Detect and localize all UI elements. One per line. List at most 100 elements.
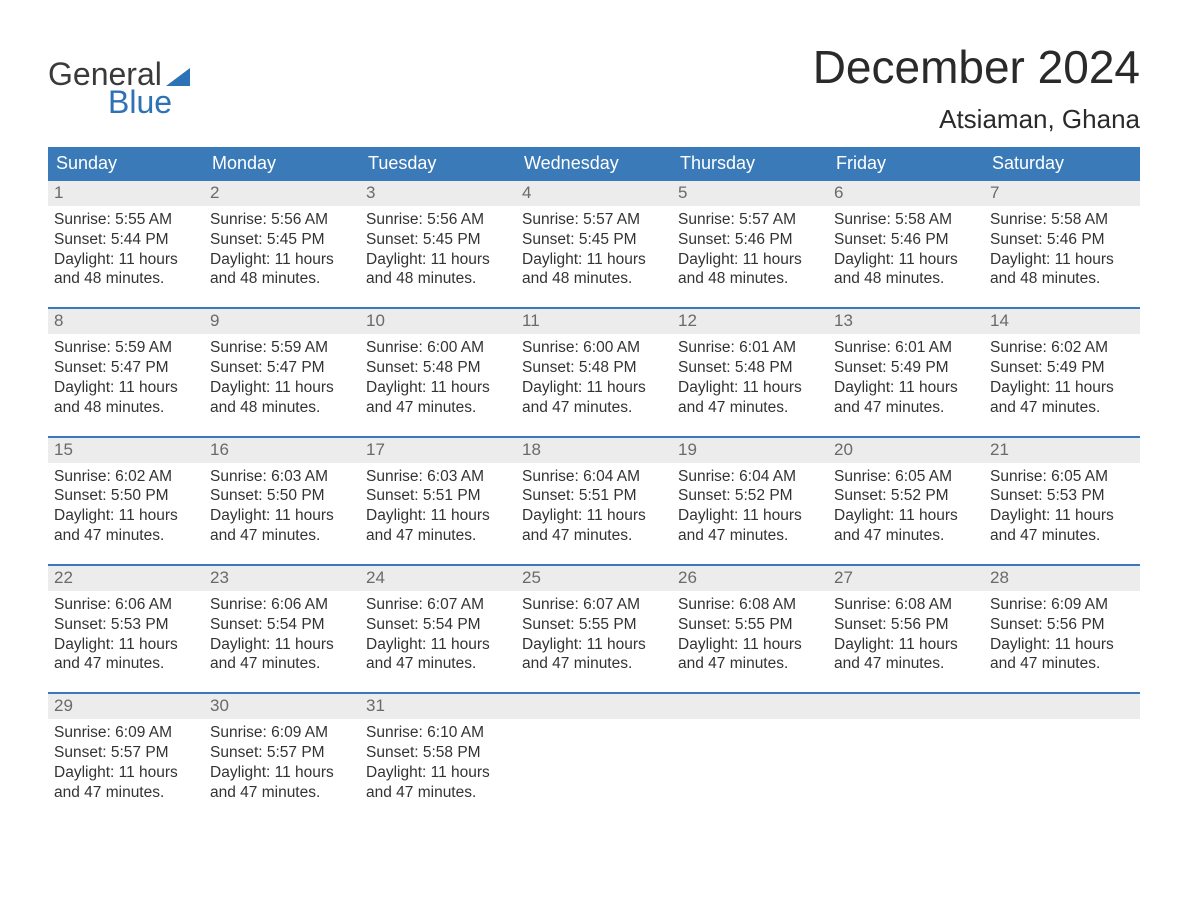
weekday-sat: Saturday <box>984 147 1140 181</box>
day-number: 6 <box>828 181 984 206</box>
calendar-day: 30Sunrise: 6:09 AMSunset: 5:57 PMDayligh… <box>204 694 360 806</box>
day-details: Sunrise: 6:00 AMSunset: 5:48 PMDaylight:… <box>516 334 672 421</box>
day-number: 18 <box>516 438 672 463</box>
day-details: Sunrise: 6:09 AMSunset: 5:57 PMDaylight:… <box>48 719 204 806</box>
day-number: 10 <box>360 309 516 334</box>
day-details: Sunrise: 5:55 AMSunset: 5:44 PMDaylight:… <box>48 206 204 293</box>
day-number: 9 <box>204 309 360 334</box>
calendar-day: 9Sunrise: 5:59 AMSunset: 5:47 PMDaylight… <box>204 309 360 421</box>
day-number: 11 <box>516 309 672 334</box>
day-details: Sunrise: 6:04 AMSunset: 5:51 PMDaylight:… <box>516 463 672 550</box>
day-details: Sunrise: 5:56 AMSunset: 5:45 PMDaylight:… <box>360 206 516 293</box>
day-number <box>984 694 1140 719</box>
calendar-day: 10Sunrise: 6:00 AMSunset: 5:48 PMDayligh… <box>360 309 516 421</box>
day-number: 22 <box>48 566 204 591</box>
weekday-mon: Monday <box>204 147 360 181</box>
day-details: Sunrise: 6:04 AMSunset: 5:52 PMDaylight:… <box>672 463 828 550</box>
calendar-day: 23Sunrise: 6:06 AMSunset: 5:54 PMDayligh… <box>204 566 360 678</box>
day-details: Sunrise: 6:06 AMSunset: 5:54 PMDaylight:… <box>204 591 360 678</box>
day-details: Sunrise: 5:59 AMSunset: 5:47 PMDaylight:… <box>204 334 360 421</box>
calendar-day <box>516 694 672 806</box>
calendar-day: 24Sunrise: 6:07 AMSunset: 5:54 PMDayligh… <box>360 566 516 678</box>
day-number: 8 <box>48 309 204 334</box>
day-details: Sunrise: 5:58 AMSunset: 5:46 PMDaylight:… <box>984 206 1140 293</box>
day-number: 20 <box>828 438 984 463</box>
day-number: 26 <box>672 566 828 591</box>
calendar-week: 15Sunrise: 6:02 AMSunset: 5:50 PMDayligh… <box>48 436 1140 550</box>
day-details: Sunrise: 5:57 AMSunset: 5:46 PMDaylight:… <box>672 206 828 293</box>
day-number: 2 <box>204 181 360 206</box>
day-details: Sunrise: 6:02 AMSunset: 5:50 PMDaylight:… <box>48 463 204 550</box>
day-number: 28 <box>984 566 1140 591</box>
day-number: 16 <box>204 438 360 463</box>
day-details: Sunrise: 6:05 AMSunset: 5:52 PMDaylight:… <box>828 463 984 550</box>
day-number: 25 <box>516 566 672 591</box>
weekday-fri: Friday <box>828 147 984 181</box>
day-number: 14 <box>984 309 1140 334</box>
calendar-day: 15Sunrise: 6:02 AMSunset: 5:50 PMDayligh… <box>48 438 204 550</box>
page-title: December 2024 <box>813 40 1140 94</box>
calendar-day: 16Sunrise: 6:03 AMSunset: 5:50 PMDayligh… <box>204 438 360 550</box>
day-details: Sunrise: 6:03 AMSunset: 5:51 PMDaylight:… <box>360 463 516 550</box>
day-details: Sunrise: 6:08 AMSunset: 5:55 PMDaylight:… <box>672 591 828 678</box>
day-number: 23 <box>204 566 360 591</box>
weekday-wed: Wednesday <box>516 147 672 181</box>
day-details: Sunrise: 6:02 AMSunset: 5:49 PMDaylight:… <box>984 334 1140 421</box>
calendar-day <box>672 694 828 806</box>
day-number: 19 <box>672 438 828 463</box>
calendar-day: 12Sunrise: 6:01 AMSunset: 5:48 PMDayligh… <box>672 309 828 421</box>
calendar-day: 14Sunrise: 6:02 AMSunset: 5:49 PMDayligh… <box>984 309 1140 421</box>
day-details: Sunrise: 6:08 AMSunset: 5:56 PMDaylight:… <box>828 591 984 678</box>
day-number: 13 <box>828 309 984 334</box>
day-details: Sunrise: 6:03 AMSunset: 5:50 PMDaylight:… <box>204 463 360 550</box>
calendar-day: 27Sunrise: 6:08 AMSunset: 5:56 PMDayligh… <box>828 566 984 678</box>
day-number <box>672 694 828 719</box>
day-number <box>828 694 984 719</box>
calendar-week: 22Sunrise: 6:06 AMSunset: 5:53 PMDayligh… <box>48 564 1140 678</box>
day-number: 27 <box>828 566 984 591</box>
day-details: Sunrise: 6:01 AMSunset: 5:49 PMDaylight:… <box>828 334 984 421</box>
day-details: Sunrise: 6:10 AMSunset: 5:58 PMDaylight:… <box>360 719 516 806</box>
calendar-day <box>828 694 984 806</box>
weekday-sun: Sunday <box>48 147 204 181</box>
calendar-day: 20Sunrise: 6:05 AMSunset: 5:52 PMDayligh… <box>828 438 984 550</box>
title-block: December 2024 Atsiaman, Ghana <box>813 40 1140 135</box>
weekday-header: Sunday Monday Tuesday Wednesday Thursday… <box>48 147 1140 181</box>
calendar-day: 31Sunrise: 6:10 AMSunset: 5:58 PMDayligh… <box>360 694 516 806</box>
weekday-thu: Thursday <box>672 147 828 181</box>
location: Atsiaman, Ghana <box>813 104 1140 135</box>
calendar: Sunday Monday Tuesday Wednesday Thursday… <box>48 147 1140 807</box>
day-number: 17 <box>360 438 516 463</box>
day-details: Sunrise: 5:56 AMSunset: 5:45 PMDaylight:… <box>204 206 360 293</box>
day-details: Sunrise: 6:09 AMSunset: 5:56 PMDaylight:… <box>984 591 1140 678</box>
calendar-day: 8Sunrise: 5:59 AMSunset: 5:47 PMDaylight… <box>48 309 204 421</box>
calendar-day: 28Sunrise: 6:09 AMSunset: 5:56 PMDayligh… <box>984 566 1140 678</box>
day-details: Sunrise: 6:01 AMSunset: 5:48 PMDaylight:… <box>672 334 828 421</box>
day-details: Sunrise: 5:58 AMSunset: 5:46 PMDaylight:… <box>828 206 984 293</box>
calendar-day: 22Sunrise: 6:06 AMSunset: 5:53 PMDayligh… <box>48 566 204 678</box>
calendar-day: 19Sunrise: 6:04 AMSunset: 5:52 PMDayligh… <box>672 438 828 550</box>
calendar-day: 1Sunrise: 5:55 AMSunset: 5:44 PMDaylight… <box>48 181 204 293</box>
brand-word2: Blue <box>108 86 190 118</box>
calendar-day: 4Sunrise: 5:57 AMSunset: 5:45 PMDaylight… <box>516 181 672 293</box>
calendar-day: 26Sunrise: 6:08 AMSunset: 5:55 PMDayligh… <box>672 566 828 678</box>
calendar-week: 1Sunrise: 5:55 AMSunset: 5:44 PMDaylight… <box>48 181 1140 293</box>
day-number: 15 <box>48 438 204 463</box>
header: General Blue December 2024 Atsiaman, Gha… <box>48 40 1140 135</box>
calendar-day: 25Sunrise: 6:07 AMSunset: 5:55 PMDayligh… <box>516 566 672 678</box>
day-details: Sunrise: 6:09 AMSunset: 5:57 PMDaylight:… <box>204 719 360 806</box>
calendar-week: 8Sunrise: 5:59 AMSunset: 5:47 PMDaylight… <box>48 307 1140 421</box>
day-details: Sunrise: 6:07 AMSunset: 5:54 PMDaylight:… <box>360 591 516 678</box>
brand-logo: General Blue <box>48 58 190 118</box>
weekday-tue: Tuesday <box>360 147 516 181</box>
day-details: Sunrise: 6:07 AMSunset: 5:55 PMDaylight:… <box>516 591 672 678</box>
calendar-day: 3Sunrise: 5:56 AMSunset: 5:45 PMDaylight… <box>360 181 516 293</box>
day-number: 12 <box>672 309 828 334</box>
day-number: 30 <box>204 694 360 719</box>
calendar-day: 5Sunrise: 5:57 AMSunset: 5:46 PMDaylight… <box>672 181 828 293</box>
day-number: 24 <box>360 566 516 591</box>
day-details: Sunrise: 5:57 AMSunset: 5:45 PMDaylight:… <box>516 206 672 293</box>
day-number: 31 <box>360 694 516 719</box>
day-details: Sunrise: 5:59 AMSunset: 5:47 PMDaylight:… <box>48 334 204 421</box>
day-number: 1 <box>48 181 204 206</box>
